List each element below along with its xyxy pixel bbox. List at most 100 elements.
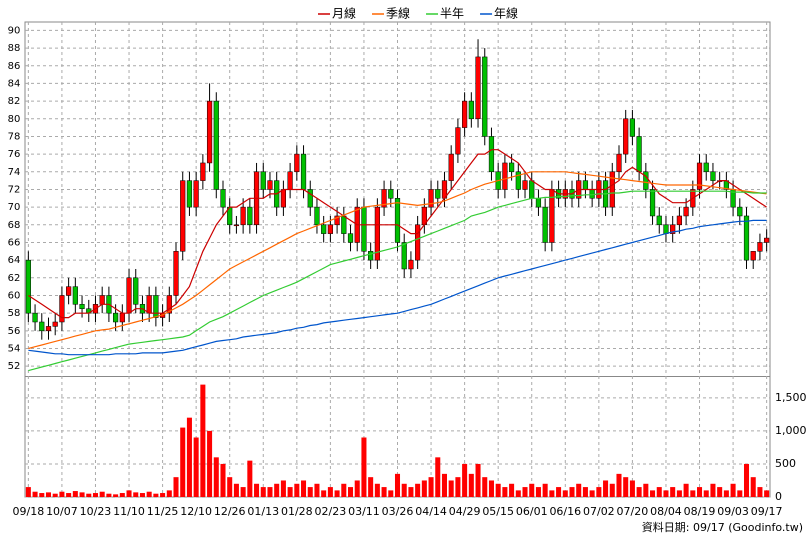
volume-bar	[455, 477, 461, 497]
candle-body	[670, 224, 676, 234]
candle-body	[408, 259, 414, 270]
candle-body	[710, 171, 716, 181]
volume-bar	[186, 417, 192, 497]
candle-body	[522, 180, 528, 190]
ma-line	[28, 171, 767, 350]
volume-bar	[542, 483, 548, 497]
candle-body	[72, 286, 78, 305]
volume-bar	[488, 480, 494, 497]
volume-bar	[173, 477, 179, 497]
x-tick-label: 09/03	[717, 505, 749, 518]
volume-bar	[361, 437, 367, 497]
volume-bar	[670, 487, 676, 497]
volume-bar	[146, 491, 152, 497]
volume-bar	[636, 487, 642, 497]
candle-body	[448, 153, 454, 181]
volume-bar	[589, 490, 595, 497]
volume-bar	[562, 490, 568, 497]
candle-body	[79, 304, 85, 309]
candle-body	[39, 321, 45, 332]
volume-bar	[119, 493, 125, 497]
volume-bar	[502, 487, 508, 497]
y-tick-label: 58	[8, 308, 21, 319]
candle-body	[341, 215, 347, 234]
volume-bar	[52, 493, 58, 497]
y-tick-label: 78	[8, 131, 21, 142]
candle-body	[25, 259, 31, 314]
y-tick-label: 76	[8, 149, 21, 160]
candle-body	[146, 295, 152, 314]
candle-body	[542, 206, 548, 243]
candle-body	[59, 295, 65, 323]
volume-bar	[656, 487, 662, 497]
candle-body	[388, 189, 394, 199]
volume-bar	[475, 463, 481, 497]
volume-bar	[193, 437, 199, 497]
candle-body	[764, 237, 770, 243]
volume-bar	[482, 477, 488, 497]
y-tick-label: 74	[8, 167, 21, 178]
volume-bar	[629, 480, 635, 497]
volume-bar	[381, 487, 387, 497]
ma-line	[28, 149, 767, 319]
volume-bar	[576, 483, 582, 497]
x-tick-label: 12/10	[180, 505, 212, 518]
volume-bar	[723, 490, 729, 497]
volume-bar	[133, 492, 139, 497]
volume-bar	[616, 473, 622, 497]
volume-bar	[596, 487, 602, 497]
candle-body	[99, 295, 105, 305]
candle-body	[321, 224, 327, 234]
volume-bar	[86, 493, 92, 497]
volume-bar	[509, 483, 515, 497]
candle-body	[153, 295, 159, 318]
candle-body	[294, 153, 300, 173]
x-tick-label: 12/26	[214, 505, 246, 518]
candle-body	[240, 206, 246, 226]
volume-bar	[220, 463, 226, 497]
x-tick-label: 11/25	[147, 505, 179, 518]
x-tick-label: 06/01	[516, 505, 548, 518]
candle-body	[750, 251, 756, 261]
volume-bar	[166, 490, 172, 497]
candle-body	[616, 153, 622, 173]
volume-bar	[113, 494, 119, 497]
volume-bar	[92, 493, 98, 497]
candle-body	[582, 180, 589, 190]
candle-body	[173, 251, 179, 296]
y-tick-label: 60	[8, 290, 21, 301]
volume-bar	[260, 487, 266, 497]
volume-bar	[207, 430, 213, 497]
x-tick-label: 08/19	[684, 505, 716, 518]
volume-bar	[743, 463, 750, 497]
y-tick-label: 56	[8, 326, 21, 337]
candle-body	[247, 206, 253, 226]
candle-body	[307, 189, 313, 208]
candle-body	[509, 162, 515, 173]
volume-bar	[609, 483, 615, 497]
volume-bar	[556, 487, 562, 497]
volume-bar	[757, 487, 763, 497]
legend-label: 半年	[440, 7, 464, 21]
candle-body	[703, 162, 709, 173]
y-tick-label: 64	[8, 255, 21, 266]
volume-bar	[515, 490, 521, 497]
volume-bar	[254, 483, 260, 497]
volume-bar	[468, 473, 474, 497]
candle-body	[32, 312, 38, 323]
candle-body	[193, 180, 199, 208]
volume-bar	[603, 480, 609, 497]
volume-bar	[354, 480, 360, 497]
volume-bar	[408, 487, 414, 497]
candle-body	[475, 56, 481, 120]
volume-bar	[441, 473, 447, 497]
candle-body	[394, 198, 401, 243]
volume-bar	[435, 457, 441, 497]
candle-body	[374, 206, 380, 261]
volume-bar	[200, 384, 206, 497]
y-tick-label: 80	[8, 114, 21, 125]
y-tick-label: 0	[775, 490, 782, 503]
candle-body	[45, 326, 52, 332]
volume-bar	[697, 487, 703, 497]
